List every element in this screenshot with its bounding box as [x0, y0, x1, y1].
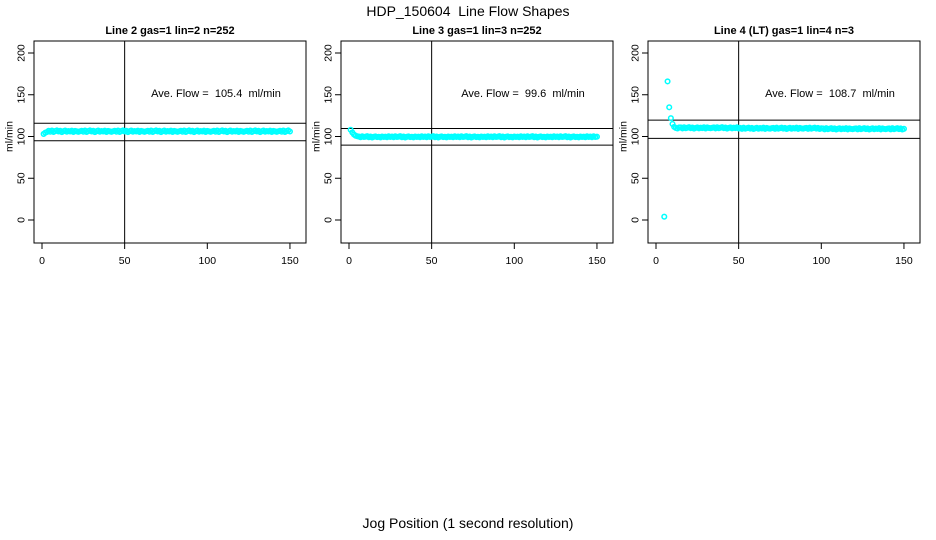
data-point — [664, 78, 671, 85]
y-tick-label: 200 — [630, 44, 642, 62]
x-tick-label: 150 — [895, 255, 913, 267]
plot-box — [33, 40, 307, 244]
y-tick-label: 200 — [323, 44, 335, 62]
plot-area-line-4: 0 50 100 150 0 50 100 150 200 ml/min — [618, 40, 921, 267]
y-tick-label: 150 — [323, 86, 335, 104]
data-point — [286, 128, 294, 135]
x-tick-label: 0 — [346, 255, 352, 267]
ave-flow-annotation: Ave. Flow = 108.7 ml/min — [765, 88, 895, 100]
plot-area-line-3: 0 50 100 150 0 50 100 150 200 ml/min — [311, 40, 614, 267]
y-tick-label: 0 — [16, 217, 28, 223]
y-tick-label: 100 — [16, 128, 28, 146]
x-tick-label: 150 — [588, 255, 606, 267]
x-tick-label: 0 — [39, 255, 45, 267]
plot-box — [647, 40, 921, 244]
y-tick-label: 100 — [323, 128, 335, 146]
figure-title: HDP_150604 Line Flow Shapes — [366, 3, 570, 19]
panel-title: Line 3 gas=1 lin=3 n=252 — [412, 25, 542, 37]
x-tick-label: 100 — [199, 255, 217, 267]
x-tick-label: 50 — [119, 255, 131, 267]
y-tick-label: 50 — [630, 172, 642, 184]
y-axis-label: ml/min — [4, 121, 16, 152]
ave-flow-annotation: Ave. Flow = 99.6 ml/min — [461, 88, 585, 100]
plot-area-line-2: 0 50 100 150 0 50 100 150 200 ml/min — [4, 40, 307, 267]
x-tick-label: 100 — [506, 255, 524, 267]
panel-title: Line 2 gas=1 lin=2 n=252 — [105, 25, 235, 37]
plot-box — [340, 40, 614, 244]
data-point — [667, 115, 674, 122]
x-tick-label: 50 — [426, 255, 438, 267]
x-tick-label: 50 — [733, 255, 745, 267]
ave-flow-annotation: Ave. Flow = 105.4 ml/min — [151, 88, 281, 100]
y-axis-label: ml/min — [618, 121, 630, 152]
x-tick-label: 0 — [653, 255, 659, 267]
x-tick-label: 100 — [813, 255, 831, 267]
data-point — [666, 104, 673, 111]
y-tick-label: 50 — [323, 172, 335, 184]
y-tick-label: 100 — [630, 128, 642, 146]
panel-title: Line 4 (LT) gas=1 lin=4 n=3 — [713, 25, 855, 37]
x-axis-label: Jog Position (1 second resolution) — [362, 515, 574, 531]
data-point — [661, 213, 668, 220]
y-tick-label: 150 — [16, 86, 28, 104]
y-axis-label: ml/min — [311, 121, 323, 152]
data-point — [900, 125, 908, 132]
panel-line-2: 0 50 100 150 0 50 100 150 200 ml/min Line 2 gas=1… — [0, 20, 322, 275]
panel-line-4: 0 50 100 150 0 50 100 150 200 ml/min Line 4 (LT) … — [614, 20, 936, 275]
panel-line-3: 0 50 100 150 0 50 100 150 200 ml/min Line 3 gas=1… — [307, 20, 629, 275]
y-tick-label: 200 — [16, 44, 28, 62]
x-tick-label: 150 — [281, 255, 299, 267]
data-point — [593, 133, 601, 140]
y-tick-label: 0 — [630, 217, 642, 223]
y-tick-label: 0 — [323, 217, 335, 223]
y-tick-label: 50 — [16, 172, 28, 184]
y-tick-label: 150 — [630, 86, 642, 104]
